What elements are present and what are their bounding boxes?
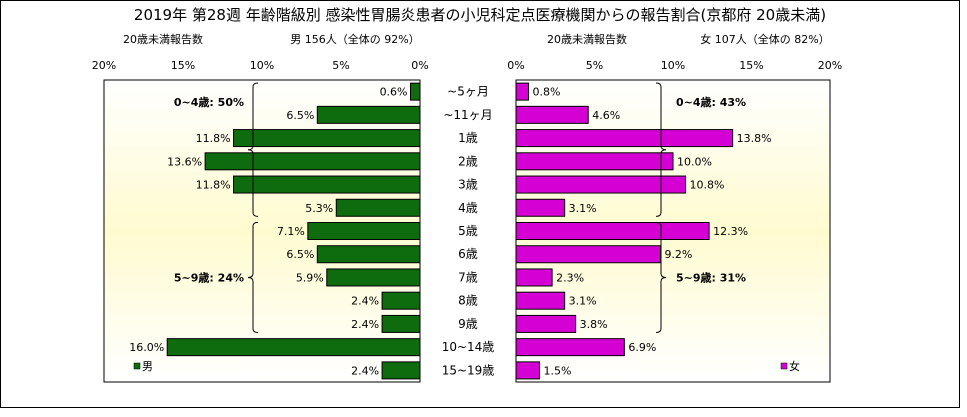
female-value-label: 9.2% bbox=[664, 248, 692, 261]
category-label: 9歳 bbox=[458, 317, 478, 331]
category-label: 7歳 bbox=[458, 270, 478, 284]
female-legend-label: 女 bbox=[789, 359, 800, 373]
male-value-label: 11.8% bbox=[196, 179, 231, 192]
male-value-label: 2.4% bbox=[351, 364, 379, 377]
female-legend-swatch bbox=[780, 362, 788, 370]
male-x-tick-label: 20% bbox=[92, 59, 116, 72]
male-value-label: 6.5% bbox=[286, 109, 314, 122]
male-header-right: 男 156人（全体の 92%） bbox=[290, 32, 419, 46]
male-bar bbox=[335, 198, 421, 217]
female-bar bbox=[515, 175, 687, 194]
male-bar bbox=[381, 291, 421, 310]
male-value-label: 2.4% bbox=[351, 318, 379, 331]
male-legend-swatch bbox=[133, 362, 141, 370]
male-group-label: 0~4歳: 50% bbox=[174, 95, 244, 109]
category-label: 15~19歳 bbox=[442, 363, 495, 377]
female-value-label: 0.8% bbox=[533, 86, 561, 99]
female-value-label: 3.1% bbox=[569, 295, 597, 308]
female-header-right: 女 107人（全体の 82%） bbox=[700, 32, 829, 46]
female-bar bbox=[515, 314, 577, 333]
female-bar bbox=[515, 105, 589, 124]
male-x-tick-label: 5% bbox=[332, 59, 349, 72]
male-header-left: 20歳未満報告数 bbox=[123, 33, 203, 46]
female-x-tick-label: 5% bbox=[586, 59, 603, 72]
female-group-label: 5~9歳: 31% bbox=[676, 270, 746, 284]
male-bar bbox=[233, 129, 421, 148]
male-value-label: 5.3% bbox=[305, 202, 333, 215]
female-value-label: 2.3% bbox=[556, 271, 584, 284]
male-x-tick-label: 0% bbox=[411, 59, 428, 72]
female-group-label: 0~4歳: 43% bbox=[676, 95, 746, 109]
male-bar bbox=[326, 268, 421, 287]
female-x-tick-label: 15% bbox=[739, 59, 763, 72]
male-group-brace bbox=[247, 82, 259, 217]
female-group-brace bbox=[655, 221, 667, 334]
category-label: 6歳 bbox=[458, 247, 478, 261]
female-bar bbox=[515, 245, 661, 264]
male-panel: 20% 15% 10% 5% 0% 0.6% 6.5% 11.8% 13.6% 11.8% 5.3%… bbox=[92, 59, 429, 383]
female-value-label: 10.0% bbox=[677, 155, 712, 168]
female-bar bbox=[515, 361, 541, 380]
female-x-tick-label: 20% bbox=[818, 59, 842, 72]
female-value-label: 12.3% bbox=[713, 225, 748, 238]
male-value-label: 11.8% bbox=[196, 132, 231, 145]
male-bar bbox=[307, 222, 421, 240]
male-value-label: 6.5% bbox=[286, 248, 314, 261]
male-bar bbox=[410, 82, 421, 101]
female-value-label: 1.5% bbox=[544, 364, 572, 377]
female-bar bbox=[515, 291, 566, 310]
female-bar bbox=[515, 82, 530, 101]
chart-title: 2019年 第28週 年齢階級別 感染性胃腸炎患者の小児科定点医療機関からの報告… bbox=[134, 6, 826, 24]
category-label: 5歳 bbox=[458, 224, 478, 238]
female-bar bbox=[515, 338, 625, 357]
category-label: 10~14歳 bbox=[442, 340, 495, 354]
male-bar bbox=[381, 361, 421, 380]
female-bar bbox=[515, 222, 710, 240]
female-bar bbox=[515, 129, 734, 148]
male-value-label: 7.1% bbox=[277, 225, 305, 238]
female-value-label: 6.9% bbox=[628, 341, 656, 354]
female-bar bbox=[515, 152, 674, 171]
category-label: ~11ヶ月 bbox=[443, 108, 492, 122]
category-label: 4歳 bbox=[458, 201, 478, 215]
female-value-label: 3.8% bbox=[580, 318, 608, 331]
female-panel: 20% 15% 10% 5% 0% 0.8% 4.6% 13.8% 10.0% 10.8% 3.1%… bbox=[507, 59, 842, 383]
category-label: 8歳 bbox=[458, 294, 478, 308]
category-label: 3歳 bbox=[458, 178, 478, 192]
female-bar bbox=[515, 198, 566, 217]
male-value-label: 16.0% bbox=[129, 341, 164, 354]
category-label: 1歳 bbox=[458, 131, 478, 145]
male-group-label: 5~9歳: 24% bbox=[174, 270, 244, 284]
female-header-left: 20歳未満報告数 bbox=[547, 33, 627, 46]
male-value-label: 13.6% bbox=[167, 155, 202, 168]
female-value-label: 3.1% bbox=[569, 202, 597, 215]
female-value-label: 10.8% bbox=[690, 179, 725, 192]
category-label: 2歳 bbox=[458, 154, 478, 168]
male-value-label: 0.6% bbox=[380, 86, 408, 99]
male-value-label: 5.9% bbox=[296, 271, 324, 284]
male-bar bbox=[381, 314, 421, 333]
female-group-brace bbox=[655, 82, 667, 217]
male-group-brace bbox=[247, 221, 259, 334]
male-x-tick-label: 10% bbox=[250, 59, 274, 72]
male-bar bbox=[233, 175, 421, 194]
male-bar bbox=[204, 152, 421, 171]
male-value-label: 2.4% bbox=[351, 295, 379, 308]
male-bar bbox=[316, 105, 421, 124]
male-x-tick-label: 15% bbox=[171, 59, 195, 72]
female-x-tick-label: 10% bbox=[661, 59, 685, 72]
female-x-tick-label: 0% bbox=[507, 59, 524, 72]
category-label: ~5ヶ月 bbox=[447, 85, 489, 99]
category-labels: ~5ヶ月 ~11ヶ月 1歳 2歳 3歳 4歳 5歳 6歳 7歳 8歳 9歳 10~14歳 15~19歳 bbox=[442, 85, 495, 378]
female-value-label: 4.6% bbox=[592, 109, 620, 122]
female-bar bbox=[515, 268, 553, 287]
male-legend-label: 男 bbox=[142, 360, 153, 373]
female-value-label: 13.8% bbox=[737, 132, 772, 145]
male-bar bbox=[166, 338, 421, 357]
male-bar bbox=[316, 245, 421, 264]
